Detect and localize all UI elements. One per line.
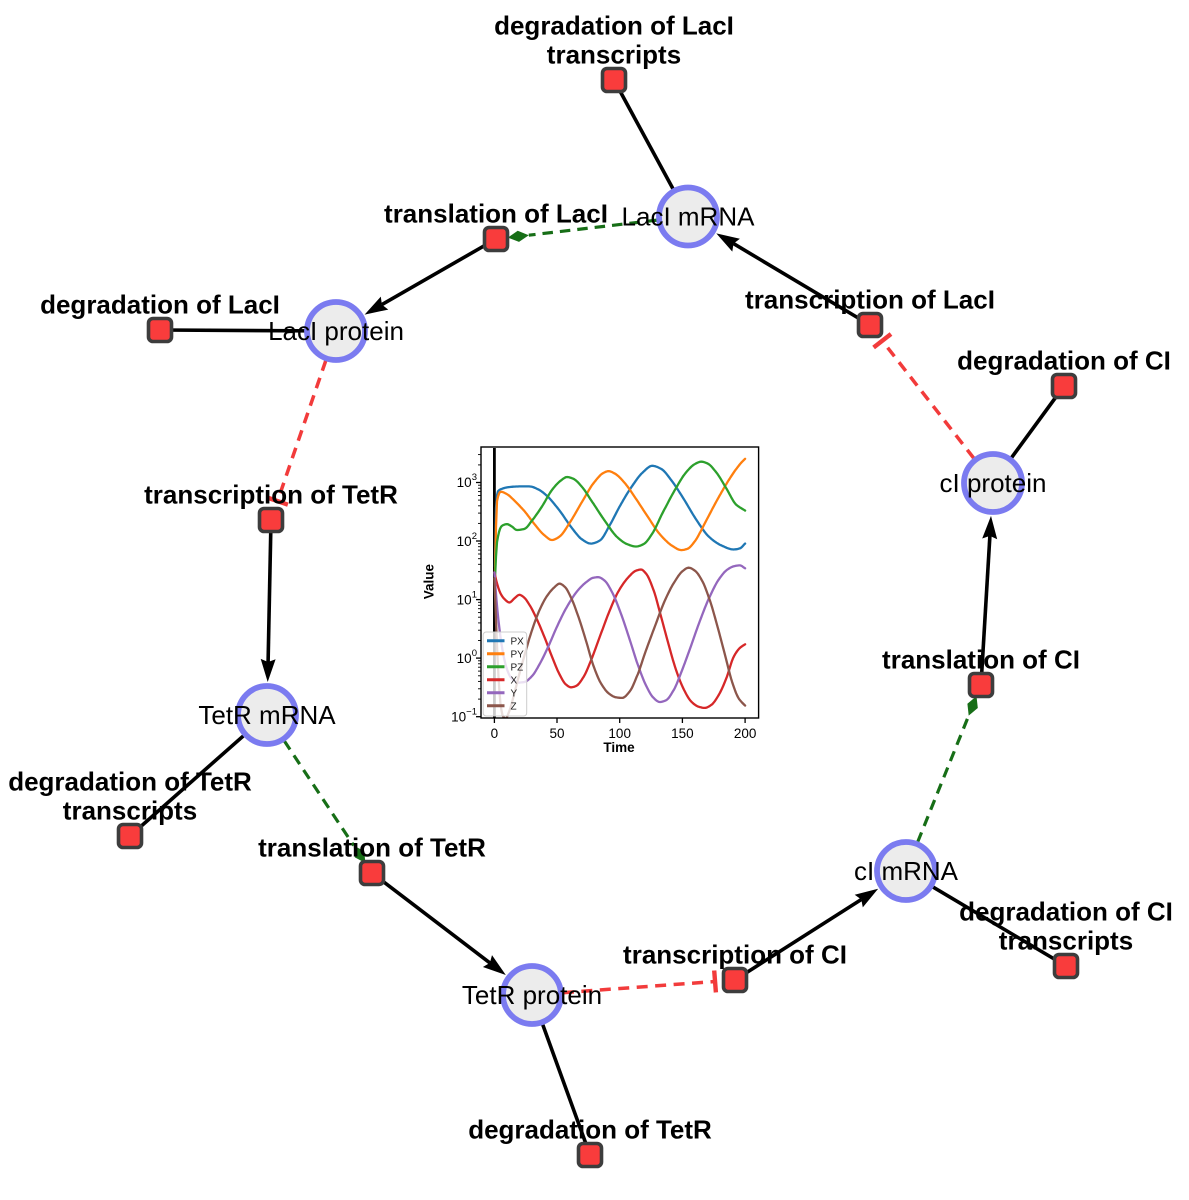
svg-text:LacI mRNA: LacI mRNA (622, 202, 756, 232)
svg-text:Value: Value (422, 563, 437, 599)
svg-text:cI mRNA: cI mRNA (854, 856, 959, 886)
svg-text:transcription of TetR: transcription of TetR (144, 480, 398, 510)
svg-text:transcription of CI: transcription of CI (623, 940, 847, 970)
svg-text:degradation of CI: degradation of CI (959, 897, 1173, 927)
svg-text:transcripts: transcripts (999, 926, 1133, 956)
svg-text:transcription of LacI: transcription of LacI (745, 285, 995, 315)
svg-text:PZ: PZ (511, 662, 524, 673)
svg-text:200: 200 (734, 726, 757, 741)
svg-text:PY: PY (511, 649, 525, 660)
svg-text:degradation of LacI: degradation of LacI (494, 11, 734, 41)
svg-text:150: 150 (671, 726, 694, 741)
svg-text:100: 100 (608, 726, 631, 741)
svg-text:Y: Y (511, 688, 518, 699)
svg-text:0: 0 (491, 726, 499, 741)
svg-text:degradation of CI: degradation of CI (957, 346, 1171, 376)
svg-text:Time: Time (603, 740, 635, 755)
svg-text:TetR protein: TetR protein (462, 980, 602, 1010)
svg-text:50: 50 (549, 726, 564, 741)
svg-text:X: X (511, 675, 518, 686)
svg-text:degradation of LacI: degradation of LacI (40, 290, 280, 320)
svg-text:translation of TetR: translation of TetR (258, 833, 486, 863)
svg-text:degradation of TetR: degradation of TetR (8, 767, 252, 797)
svg-text:cI protein: cI protein (940, 468, 1047, 498)
svg-text:translation of CI: translation of CI (882, 645, 1080, 675)
svg-text:degradation of TetR: degradation of TetR (468, 1115, 712, 1145)
svg-text:translation of LacI: translation of LacI (384, 199, 608, 229)
svg-text:LacI protein: LacI protein (268, 316, 404, 346)
svg-text:PX: PX (511, 636, 525, 647)
svg-text:Z: Z (511, 701, 517, 712)
svg-text:TetR mRNA: TetR mRNA (198, 700, 336, 730)
svg-text:transcripts: transcripts (547, 40, 681, 70)
svg-text:transcripts: transcripts (63, 796, 197, 826)
